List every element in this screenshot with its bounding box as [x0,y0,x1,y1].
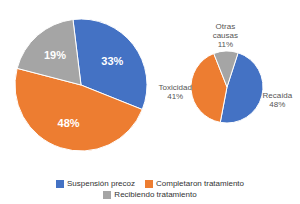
html-text:Suspensión precoz: Suspensión precoz [67,179,135,188]
svg-text:19%: 19% [44,49,66,61]
svg-text:Recaída48%: Recaída48% [262,91,292,109]
html-text:Recibiendo tratamiento: Recibiendo tratamiento [114,190,197,199]
svg-text:Otrascausas11%: Otrascausas11% [213,22,238,49]
svg-text:Toxicidad41%: Toxicidad41% [159,83,192,101]
svg-text:33%: 33% [101,55,123,67]
svg-text:48%: 48% [58,117,80,129]
html-text:Completaron tratamiento: Completaron tratamiento [156,179,244,188]
